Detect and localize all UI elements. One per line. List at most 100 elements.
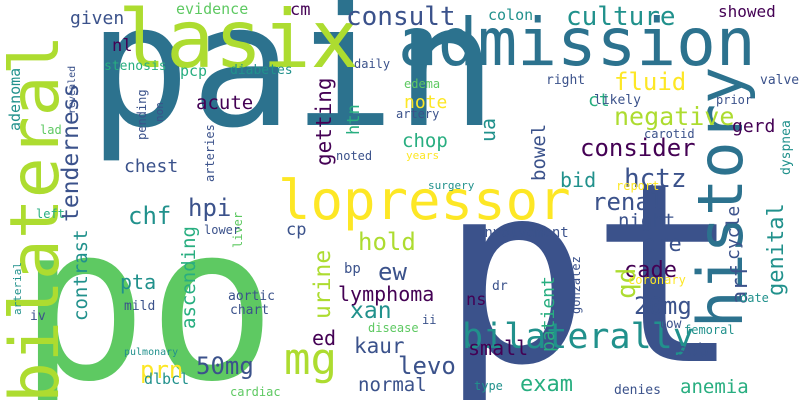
word-prn: prn: [140, 356, 184, 384]
word-ns: ns: [466, 290, 487, 310]
word-sob: sob: [676, 340, 709, 361]
word-pulmonary: pulmonary: [124, 347, 179, 358]
word-iv: iv: [30, 309, 46, 324]
word-nl: nl: [112, 36, 133, 56]
word-adenoma: adenoma: [6, 67, 24, 131]
word-dr: dr: [492, 279, 508, 294]
word-gonzalez: gonzalez: [569, 255, 583, 314]
word-coronary: coronary: [628, 273, 686, 287]
word-pain: pain: [88, 0, 498, 166]
word-arteries: arteries: [203, 123, 217, 182]
word-contrast: contrast: [70, 229, 92, 322]
word-disease: disease: [368, 321, 419, 335]
word-50mg: 50mg: [196, 352, 254, 380]
word-stenosis: stenosis: [104, 59, 167, 74]
word-bowel: bowel: [528, 123, 550, 181]
word-chart: chart: [230, 303, 270, 318]
word-ii: ii: [422, 313, 437, 327]
word-ascending: ascending: [178, 225, 200, 329]
word-right: right: [546, 73, 586, 88]
word-chop: chop: [402, 130, 448, 152]
word-edema: edema: [404, 77, 441, 91]
word-hold: hold: [358, 228, 416, 256]
word-report: report: [616, 179, 660, 193]
word-lad: lad: [40, 123, 62, 137]
word-chest: chest: [124, 156, 179, 177]
word-renal: renal: [592, 188, 665, 216]
word-valve: valve: [760, 73, 800, 88]
word-revealed: revealed: [67, 65, 78, 114]
word-lopressor: lopressor: [278, 169, 571, 232]
word-given: given: [70, 8, 125, 29]
word-lymphoma: lymphoma: [338, 282, 435, 306]
word-htn: htn: [344, 103, 364, 135]
word-aortic: aortic: [228, 289, 275, 304]
word-ct: ct: [588, 90, 610, 111]
word-admission: admission: [398, 4, 756, 81]
word-consider: consider: [580, 134, 696, 162]
word-ed: ed: [312, 326, 337, 350]
word-dyspnea: dyspnea: [779, 119, 794, 175]
word-daily: daily: [354, 57, 391, 71]
word-pcp: pcp: [180, 62, 208, 80]
word-20mg: 20mg: [634, 292, 692, 320]
word-cade: cade: [624, 258, 677, 283]
word-carotid: carotid: [644, 127, 695, 141]
word-mild: mild: [124, 299, 156, 314]
word-mg: mg: [284, 334, 337, 385]
word-artery: artery: [396, 107, 440, 121]
word-fluid: fluid: [614, 68, 687, 96]
word-patient: patient: [538, 275, 559, 352]
word-years: years: [406, 149, 440, 162]
word-xan: xan: [350, 298, 392, 324]
word-cm: cm: [290, 0, 311, 20]
word-po: po: [18, 178, 277, 400]
word-ew: ew: [378, 258, 407, 286]
word-diabetes: diabetes: [230, 63, 293, 78]
word-surgery: surgery: [428, 179, 475, 192]
word-normal: normal: [358, 374, 427, 396]
word-kaur: kaur: [354, 334, 405, 358]
word-pending: pending: [135, 89, 149, 141]
word-colon: colon: [488, 6, 534, 24]
word-involvement: involvement: [476, 225, 569, 241]
word-genital: genital: [764, 203, 789, 297]
word-evidence: evidence: [176, 0, 249, 18]
word-urine: urine: [310, 249, 336, 319]
word-likely: likely: [594, 93, 641, 108]
word-hctz: hctz: [624, 164, 687, 194]
word-denies: denies: [614, 383, 661, 398]
word-bid: bid: [560, 168, 597, 192]
word-femoral: femoral: [684, 323, 735, 337]
word-bp: bp: [344, 261, 361, 277]
word-note: note: [404, 92, 448, 113]
word-left: left: [36, 207, 65, 221]
word-showed: showed: [718, 2, 776, 21]
word-low: low: [658, 317, 682, 332]
word-culture: culture: [566, 2, 676, 32]
word-lower: lower: [204, 223, 241, 237]
word-date: date: [740, 291, 769, 305]
word-chf: chf: [128, 202, 172, 230]
word-acute: acute: [196, 92, 254, 114]
word-dlbcl: dlbcl: [144, 370, 190, 388]
word-cp: cp: [286, 220, 307, 240]
word-lasix: lasix: [118, 0, 359, 86]
word-arterial: arterial: [11, 261, 24, 315]
word-small: small: [468, 336, 529, 360]
word-cardiac: cardiac: [230, 385, 281, 399]
word-non: non: [153, 101, 166, 122]
word-pta: pta: [120, 270, 157, 294]
word-consult: consult: [346, 2, 456, 32]
word-hpi: hpi: [188, 194, 232, 222]
word-noted: noted: [336, 149, 373, 163]
word-gerd: gerd: [732, 116, 776, 137]
word-exam: exam: [520, 372, 573, 397]
word-ua: ua: [476, 117, 500, 142]
word-bilaterally: bilaterally: [462, 317, 694, 357]
word-night: night: [618, 210, 676, 232]
word-anemia: anemia: [680, 376, 749, 398]
word-getting: getting: [312, 77, 336, 167]
word-levo: levo: [398, 352, 456, 380]
